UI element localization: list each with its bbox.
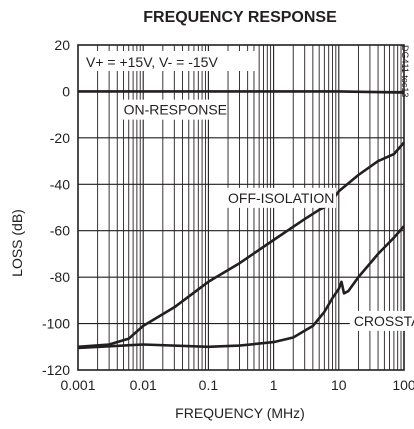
- chart-title: FREQUENCY RESPONSE: [143, 9, 337, 26]
- x-tick-labels: 0.001 0.01 0.1 1 10 100: [60, 377, 414, 393]
- x-tick-label: 0.001: [60, 377, 95, 393]
- series-line-off-isolation: [77, 141, 405, 349]
- y-tick-labels: 20 0 -20 -40 -60 -80 -100 -120: [42, 37, 70, 378]
- x-tick-label: 0.1: [199, 377, 219, 393]
- y-tick-label: -100: [42, 316, 70, 332]
- x-tick-label: 1: [270, 377, 278, 393]
- series-label-crosstalk: CROSSTALK: [354, 313, 414, 329]
- data-series: [77, 90, 405, 350]
- y-axis-label: LOSS (dB): [9, 209, 25, 277]
- y-tick-label: -80: [50, 269, 70, 285]
- y-tick-label: 0: [62, 83, 70, 99]
- conditions-label-bg: [80, 51, 255, 71]
- x-tick-label: 10: [331, 377, 347, 393]
- y-tick-label: -120: [42, 362, 70, 378]
- series-line-crosstalk: [77, 225, 405, 350]
- y-tick-label: -60: [50, 223, 70, 239]
- x-tick-label: 0.01: [130, 377, 157, 393]
- series-label-off-isolation: OFF-ISOLATION: [228, 190, 334, 206]
- y-tick-label: -20: [50, 130, 70, 146]
- figure-code: DG411 toc13: [400, 45, 410, 97]
- x-axis-label: FREQUENCY (MHz): [175, 405, 305, 421]
- series-label-bg: [349, 310, 414, 331]
- x-tick-label: 100: [392, 377, 414, 393]
- series-label-on-response: ON-RESPONSE: [124, 102, 227, 118]
- plot-frame: [77, 44, 405, 371]
- conditions-label: V+ = +15V, V- = -15V: [86, 54, 218, 70]
- series-labels: ON-RESPONSE OFF-ISOLATION CROSSTALK: [119, 99, 414, 331]
- series-label-bg: [224, 187, 337, 208]
- y-tick-label: -40: [50, 176, 70, 192]
- series-label-bg: [119, 99, 216, 120]
- series-line-on-response: [78, 90, 405, 94]
- y-tick-label: 20: [54, 37, 70, 53]
